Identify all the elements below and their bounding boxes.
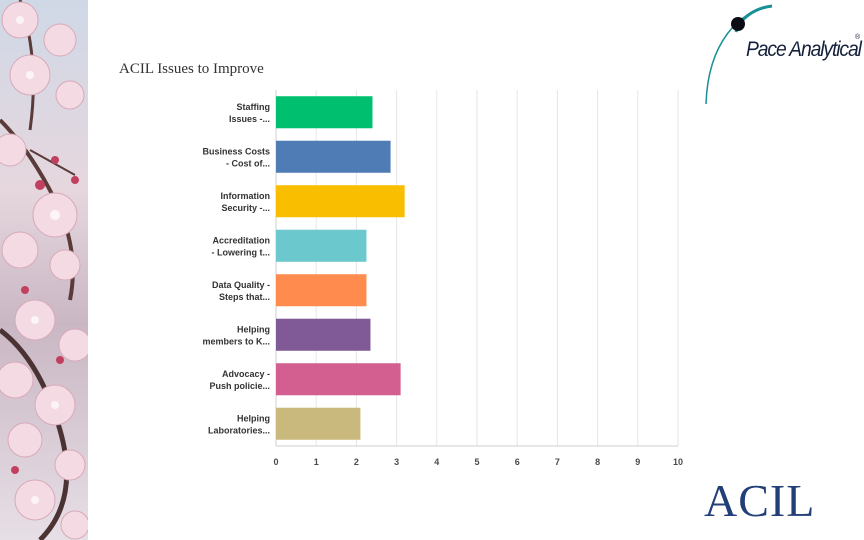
y-category-label: Issues -... <box>229 114 270 124</box>
y-category-label: Business Costs <box>202 146 270 156</box>
y-category-label: members to K... <box>202 336 270 346</box>
y-category-label: - Cost of... <box>226 158 270 168</box>
acil-logo: ACIL <box>704 475 816 526</box>
y-category-label: Helping <box>237 413 270 423</box>
y-category-label: Push policie... <box>209 381 270 391</box>
y-category-label: - Lowering t... <box>212 247 271 257</box>
bar <box>276 318 371 351</box>
pace-analytical-logo-text: Pace Analytical <box>746 38 862 61</box>
slide-title: ACIL Issues to Improve <box>119 61 264 77</box>
x-tick-label: 2 <box>354 457 359 467</box>
x-tick-label: 9 <box>635 457 640 467</box>
cherry-blossom-illustration <box>0 0 88 540</box>
y-category-label: Information <box>221 191 271 201</box>
x-tick-label: 1 <box>314 457 319 467</box>
x-tick-label: 7 <box>555 457 560 467</box>
bar <box>276 229 367 262</box>
y-category-label: Advocacy - <box>222 369 270 379</box>
bar <box>276 140 391 173</box>
x-tick-label: 6 <box>515 457 520 467</box>
x-tick-label: 3 <box>394 457 399 467</box>
cherry-blossom-image <box>0 0 88 540</box>
bar-chart-svg: 0 1 2 3 4 5 6 7 8 9 10 Staffing Issues -... Business … <box>202 90 683 467</box>
y-category-label: Helping <box>237 324 270 334</box>
y-category-label: Accreditation <box>212 235 270 245</box>
registered-mark: ® <box>855 34 861 41</box>
y-category-label: Staffing <box>237 102 271 112</box>
x-tick-label: 10 <box>673 457 683 467</box>
y-category-label: Laboratories... <box>208 425 270 435</box>
bar <box>276 185 405 218</box>
y-category-label: Steps that... <box>219 292 270 302</box>
pace-analytical-logo-icon <box>705 4 773 105</box>
x-tick-label: 4 <box>434 457 439 467</box>
bar-chart: 0 1 2 3 4 5 6 7 8 9 10 Staffing Issues -... Business … <box>190 88 690 473</box>
x-tick-label: 5 <box>474 457 479 467</box>
bar <box>276 274 367 307</box>
bar <box>276 96 373 129</box>
y-category-label: Security -... <box>221 203 270 213</box>
bar <box>276 407 361 440</box>
x-tick-label: 0 <box>273 457 278 467</box>
y-category-label: Data Quality - <box>212 280 270 290</box>
bar <box>276 363 401 396</box>
x-tick-label: 8 <box>595 457 600 467</box>
